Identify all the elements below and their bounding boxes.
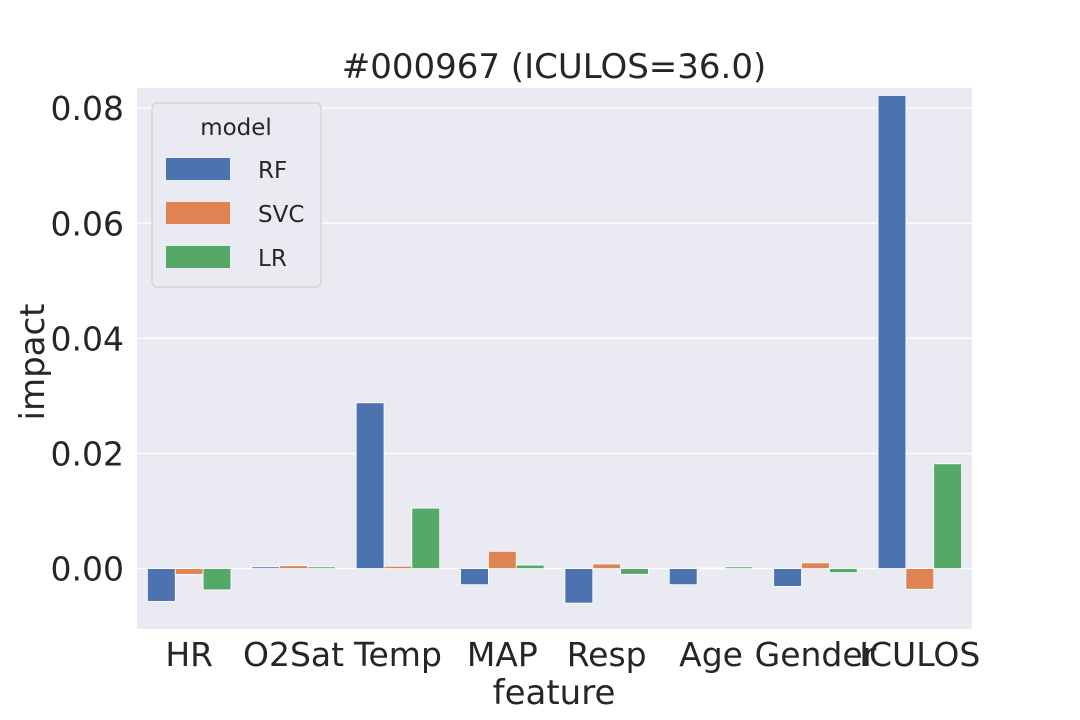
x-tick-label: HR (165, 635, 213, 674)
y-axis-label: impact (13, 303, 53, 420)
bar-lr-gender (828, 568, 858, 573)
y-tick-label: 0.06 (51, 204, 124, 243)
x-tick-label: Resp (567, 635, 647, 674)
bar-svc-temp (383, 565, 413, 569)
legend-label-svc: SVC (258, 202, 304, 228)
x-tick-label: MAP (467, 635, 538, 674)
legend-label-lr: LR (258, 246, 287, 272)
bar-svc-o2sat (279, 565, 308, 569)
chart-title: #000967 (ICULOS=36.0) (342, 47, 767, 87)
legend: model RF SVC LR (151, 102, 322, 288)
bar-lr-resp (620, 568, 649, 575)
x-tick-label: ICULOS (859, 635, 980, 674)
y-tick-labels: 0.00 0.02 0.04 0.06 0.08 (51, 89, 124, 588)
bar-lr-o2sat (307, 566, 336, 569)
bar-svc-gender (801, 562, 830, 569)
bar-svc-iculos (905, 568, 935, 590)
y-tick-label: 0.02 (51, 434, 124, 473)
legend-swatch-lr (166, 246, 230, 268)
bar-rf-temp (355, 402, 385, 569)
bar-lr-age (724, 566, 754, 569)
x-tick-label: Temp (353, 635, 442, 674)
bar-rf-map (460, 568, 489, 586)
bar-svc-map (487, 550, 517, 569)
bar-rf-age (668, 568, 698, 586)
bar-rf-gender (773, 568, 802, 587)
bar-lr-map (515, 564, 545, 569)
x-tick-label: O2Sat (243, 635, 344, 674)
legend-label-rf: RF (258, 158, 287, 184)
bar-rf-iculos (877, 95, 907, 569)
bar-lr-temp (411, 507, 441, 569)
y-tick-label: 0.04 (51, 319, 124, 358)
bar-rf-o2sat (251, 566, 281, 569)
bar-lr-hr (202, 568, 232, 591)
x-tick-label: Age (679, 635, 743, 674)
y-tick-label: 0.00 (51, 550, 124, 589)
legend-swatch-rf (166, 158, 230, 180)
bar-lr-iculos (933, 463, 962, 569)
bar-svc-hr (174, 568, 204, 575)
bar-rf-hr (147, 568, 176, 602)
legend-title: model (200, 115, 272, 141)
bars (147, 95, 962, 604)
bar-rf-resp (564, 568, 594, 604)
x-tick-label: Gender (755, 635, 877, 674)
legend-swatch-svc (166, 202, 230, 224)
x-axis-label: feature (493, 673, 616, 713)
legend-frame (151, 102, 322, 288)
legend-items: RF SVC LR (166, 158, 304, 272)
bar-svc-age (696, 567, 726, 570)
bar-svc-resp (592, 563, 622, 569)
y-tick-label: 0.08 (51, 89, 124, 128)
